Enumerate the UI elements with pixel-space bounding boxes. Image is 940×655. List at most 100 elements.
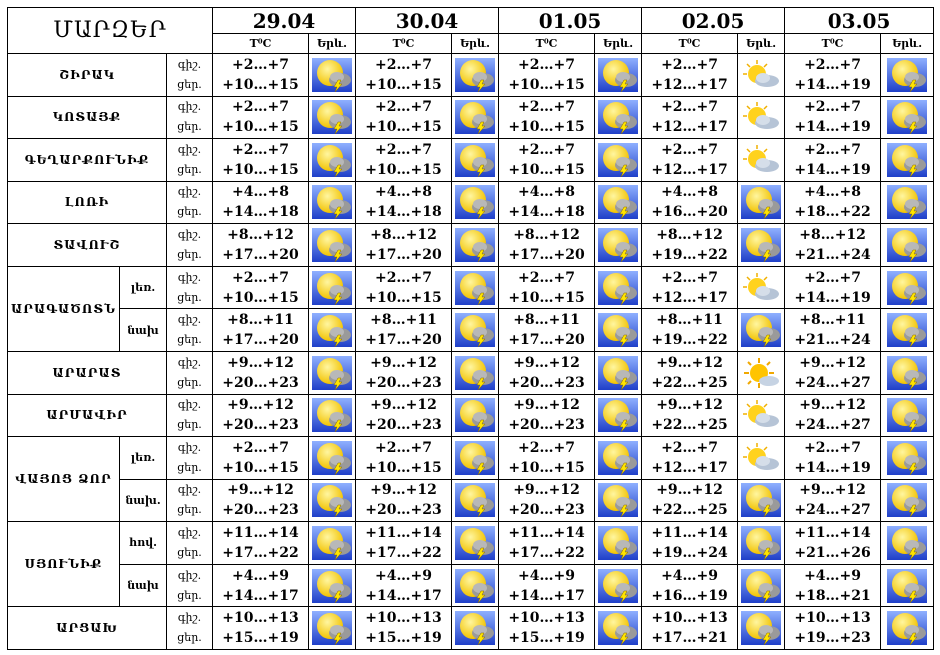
day-temperature: +17…+20: [508, 332, 585, 349]
thunderstorm-icon: [312, 611, 352, 646]
day-temperature: +12…+17: [651, 459, 728, 476]
partly-cloudy-icon: [743, 102, 780, 130]
day-temperature: +20…+23: [508, 374, 585, 391]
table-row: ԱՐԱՐԱՏ գիշ. ցեր. +9…+12 +20…+23 +9…+12 +20…+23…: [7, 350, 935, 395]
day-temperature: +20…+23: [365, 417, 442, 434]
temperature-column-header: T⁰C: [355, 33, 453, 54]
weather-cell: [451, 180, 500, 225]
weather-cell: [737, 606, 786, 650]
weather-cell: [737, 180, 786, 225]
day-temperature: +20…+23: [222, 502, 299, 519]
weather-cell: [594, 223, 643, 267]
night-temperature: +9…+12: [513, 354, 580, 371]
thunderstorm-icon: [598, 142, 639, 177]
night-temperature: +2…+7: [661, 269, 719, 286]
night-temperature: +11…+14: [365, 524, 442, 541]
day-label: ցեր.: [177, 460, 202, 474]
weather-cell: [307, 393, 357, 438]
thunderstorm-icon: [887, 185, 928, 220]
temperature-cell: +4…+9 +18…+21: [784, 563, 882, 608]
night-temperature: +2…+7: [661, 439, 719, 456]
forecast-body: ՇԻՐԱԿ գիշ. ցեր. +2…+7 +10…+15 +2…+7 +10…+15 +2……: [7, 53, 935, 650]
thunderstorm-icon: [598, 100, 639, 135]
thunderstorm-icon: [598, 440, 639, 475]
weather-cell: [880, 223, 935, 267]
thunderstorm-icon: [598, 228, 639, 263]
temperature-cell: +8…+11 +17…+20: [212, 308, 309, 352]
day-label: ցեր.: [177, 375, 202, 389]
weather-cell: [451, 350, 500, 395]
day-temperature: +10…+15: [365, 119, 442, 136]
thunderstorm-icon: [741, 483, 782, 518]
night-temperature: +2…+7: [804, 269, 862, 286]
day-label: ցեր.: [177, 162, 202, 176]
weather-cell: [307, 265, 357, 310]
night-temperature: +11…+14: [508, 524, 585, 541]
day-temperature: +10…+15: [508, 161, 585, 178]
night-temperature: +2…+7: [804, 439, 862, 456]
weather-cell: [880, 180, 935, 225]
thunderstorm-icon: [455, 611, 496, 646]
day-temperature: +17…+20: [365, 332, 442, 349]
day-temperature: +17…+20: [508, 247, 585, 264]
night-temperature: +2…+7: [375, 439, 432, 456]
night-temperature: +8…+11: [370, 312, 437, 329]
temperature-cell: +8…+12 +21…+24: [784, 223, 882, 267]
weather-cell: [880, 138, 935, 182]
temperature-cell: +10…+13 +17…+21: [641, 606, 739, 650]
thunderstorm-icon: [887, 100, 928, 135]
day-label: ցեր.: [177, 503, 202, 517]
thunderstorm-icon: [741, 568, 782, 603]
weather-cell: [307, 180, 357, 225]
thunderstorm-icon: [455, 568, 496, 603]
partly-cloudy-icon: [743, 144, 780, 172]
night-temperature: +8…+12: [513, 227, 580, 244]
temperature-cell: +9…+12 +24…+27: [784, 350, 882, 395]
temperature-cell: +9…+12 +20…+23: [498, 478, 596, 523]
temperature-cell: +2…+7 +14…+19: [784, 95, 882, 140]
thunderstorm-icon: [741, 313, 782, 348]
day-label: ցեր.: [177, 248, 202, 262]
table-row: ԿՈՏԱՅՔ գիշ. ցեր. +2…+7 +10…+15 +2…+7 +10…+15 +2…: [7, 95, 935, 140]
region-name: ԳԵՂԱՐՔՈՒՆԻՔ: [7, 138, 167, 182]
temperature-cell: +10…+13 +15…+19: [212, 606, 309, 650]
day-temperature: +21…+24: [794, 332, 871, 349]
temperature-cell: +2…+7 +10…+15: [498, 138, 596, 182]
temperature-cell: +8…+12 +19…+22: [641, 223, 739, 267]
day-temperature: +10…+15: [365, 76, 442, 93]
temperature-cell: +2…+7 +10…+15: [212, 138, 309, 182]
thunderstorm-icon: [312, 440, 352, 475]
weather-cell: [307, 350, 357, 395]
night-temperature: +10…+13: [794, 610, 871, 627]
thunderstorm-icon: [312, 355, 352, 390]
day-temperature: +17…+20: [222, 247, 299, 264]
day-temperature: +20…+23: [365, 374, 442, 391]
day-temperature: +20…+23: [222, 374, 299, 391]
night-temperature: +9…+12: [513, 482, 580, 499]
partly-cloudy-icon: [743, 59, 780, 87]
table-row: ԼՈՌԻ գիշ. ցեր. +4…+8 +14…+18 +4…+8 +14…+18 +4…+…: [7, 180, 935, 225]
temperature-cell: +11…+14 +19…+24: [641, 521, 739, 565]
partly-cloudy-icon: [743, 442, 780, 470]
night-temperature: +11…+14: [651, 524, 728, 541]
temperature-cell: +11…+14 +17…+22: [498, 521, 596, 565]
weather-column-header: Երև.: [307, 33, 357, 54]
night-temperature: +11…+14: [222, 524, 299, 541]
weather-cell: [451, 95, 500, 140]
time-of-day-labels: գիշ. ցեր.: [166, 265, 213, 310]
thunderstorm-icon: [598, 355, 639, 390]
weather-cell: [594, 436, 643, 480]
night-temperature: +2…+7: [661, 99, 719, 116]
day-label: ցեր.: [177, 588, 202, 602]
weather-cell: [451, 393, 500, 438]
thunderstorm-icon: [741, 185, 782, 220]
day-temperature: +14…+17: [222, 587, 299, 604]
night-temperature: +9…+12: [656, 397, 723, 414]
thunderstorm-icon: [598, 483, 639, 518]
temperature-column-header: T⁰C: [498, 33, 596, 54]
time-of-day-labels: գիշ. ցեր.: [166, 95, 213, 140]
temperature-column-header: T⁰C: [784, 33, 882, 54]
time-of-day-labels: գիշ. ցեր.: [166, 436, 213, 480]
day-temperature: +17…+22: [365, 544, 442, 561]
time-of-day-labels: գիշ. ցեր.: [166, 606, 213, 650]
